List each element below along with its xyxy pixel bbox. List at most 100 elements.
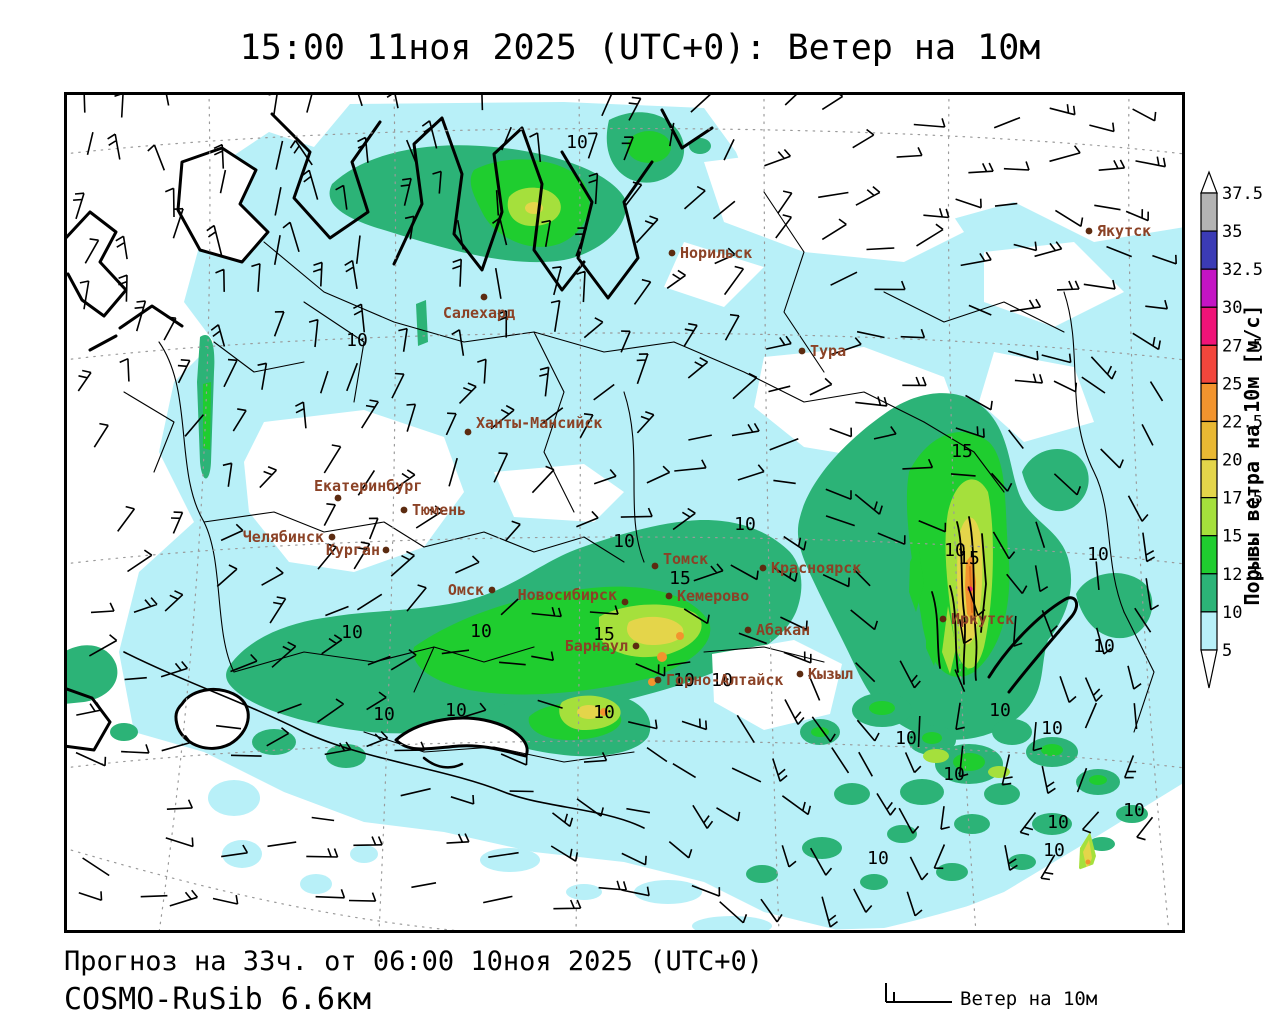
- model-name: COSMO-RuSib 6.6км: [64, 982, 372, 1017]
- city-marker: [1085, 227, 1093, 235]
- admin-border: [923, 421, 1005, 493]
- colorbar-segment: [1200, 306, 1218, 346]
- admin-border: [423, 531, 625, 563]
- colorbar-tick-label: 30: [1222, 298, 1242, 318]
- gust-region-5-10: [692, 916, 772, 933]
- colorbar-tick-label: 15: [1222, 527, 1242, 547]
- colorbar-tick-label: 35: [1222, 222, 1242, 242]
- admin-border: [363, 731, 635, 763]
- gust-region-12-15: [869, 701, 895, 715]
- gust-region-20-22: [676, 632, 684, 640]
- contour-label: 10: [989, 700, 1011, 721]
- colorbar-tick-label: 25: [1222, 374, 1242, 394]
- admin-border: [123, 651, 645, 829]
- contour-label: 10: [1041, 718, 1063, 739]
- colorbar-segment: [1200, 420, 1218, 461]
- gust-region-5-10: [350, 845, 378, 863]
- admin-border: [623, 391, 645, 563]
- lake: [174, 687, 250, 750]
- admin-border: [763, 191, 825, 373]
- map-landmass: [979, 352, 1094, 442]
- gust-region-20-22: [600, 708, 608, 716]
- graticule-line: [64, 127, 1185, 155]
- city-label: Новосибирск: [518, 586, 617, 604]
- contour-label: 10: [1123, 800, 1145, 821]
- gust-region-10-12: [860, 874, 888, 890]
- city-marker: [480, 293, 488, 301]
- colorbar-segment: [1200, 268, 1218, 308]
- gust-region-10-12: [802, 837, 842, 859]
- gust-region-10-12: [1089, 837, 1115, 851]
- admin-border: [413, 646, 435, 693]
- contour-label: 10: [1047, 812, 1069, 833]
- colorbar-segment: [1200, 230, 1218, 270]
- gust-region-10-12: [936, 863, 968, 881]
- gust-region-10-12: [416, 300, 428, 346]
- admin-border: [1063, 291, 1125, 613]
- gust-region-10-12: [1032, 813, 1072, 835]
- gust-region-15-17: [942, 606, 956, 674]
- contour-label: 10: [734, 514, 756, 535]
- colorbar: 37.5 35 32.5 30 27.5 25 22.5 20 17.5 15 12.5 10 5: [1198, 165, 1280, 700]
- contour-label: 10: [613, 531, 635, 552]
- gust-region-12-15: [909, 544, 924, 612]
- colorbar-segment: [1200, 573, 1218, 613]
- gust-region-10-12: [689, 138, 711, 154]
- gust-region-17-20: [577, 705, 601, 719]
- colorbar-arrow-bottom: [1200, 649, 1218, 689]
- contour-label: 10: [373, 704, 395, 725]
- lake: [422, 756, 464, 769]
- city-label: Тюмень: [412, 501, 466, 519]
- gust-region-12-15: [922, 732, 942, 744]
- map-landmass: [494, 464, 624, 522]
- colorbar-tick-label: 27.5: [1222, 336, 1263, 356]
- graticule-line: [378, 92, 397, 933]
- colorbar-tick-label: 10: [1222, 603, 1242, 623]
- gust-region-10-12: [746, 865, 778, 883]
- gust-region-10-12: [1116, 805, 1148, 823]
- admin-border: [263, 241, 675, 353]
- city-label: Курган: [326, 541, 380, 559]
- city-label: Тура: [810, 342, 846, 360]
- admin-border: [203, 511, 425, 548]
- graticule-line: [763, 92, 780, 933]
- lake-baikal-shore: [987, 596, 1078, 694]
- city-marker: [334, 494, 342, 502]
- gust-region-5-10: [566, 884, 602, 900]
- gust-region-10-12: [1076, 572, 1153, 639]
- gust-region-5-10: [300, 874, 332, 894]
- contour-label: 15: [958, 548, 980, 569]
- colorbar-segment: [1200, 344, 1218, 385]
- model-domain-edge: [719, 827, 1185, 933]
- contour-label: 10: [943, 764, 965, 785]
- colorbar-tick-label: 5: [1222, 641, 1232, 661]
- graticule-line: [947, 92, 977, 933]
- ridge-contour: [931, 591, 941, 669]
- ridge-contour: [949, 585, 959, 673]
- colorbar-tick-label: 17.5: [1222, 489, 1263, 509]
- gust-region-10-12: [887, 825, 917, 843]
- gust-region-12-15: [203, 382, 211, 450]
- admin-border: [533, 331, 575, 513]
- city-label: Салехард: [443, 304, 515, 322]
- colorbar-segment: [1200, 192, 1218, 232]
- colorbar-segment: [1200, 382, 1218, 423]
- city-marker: [488, 586, 496, 594]
- map-landmass: [704, 147, 964, 262]
- coastline: [88, 304, 184, 352]
- gust-region-20-22: [1085, 859, 1091, 865]
- gust-region-10-12: [110, 723, 138, 741]
- colorbar-segment: [1200, 458, 1218, 499]
- graticule-line: [64, 536, 1185, 565]
- wind-barb-icon: [885, 983, 952, 1003]
- city-marker: [654, 676, 662, 684]
- ridge-contour: [980, 533, 987, 633]
- contour-label: 10: [867, 848, 889, 869]
- contour-label: 10: [711, 670, 733, 691]
- city-label: Омск: [448, 581, 484, 599]
- gust-region-10-12: [834, 783, 870, 805]
- wind-barb-legend: Ветер на 10м: [876, 980, 1176, 1014]
- city-marker: [759, 564, 767, 572]
- city-marker: [744, 626, 752, 634]
- city-marker: [668, 249, 676, 257]
